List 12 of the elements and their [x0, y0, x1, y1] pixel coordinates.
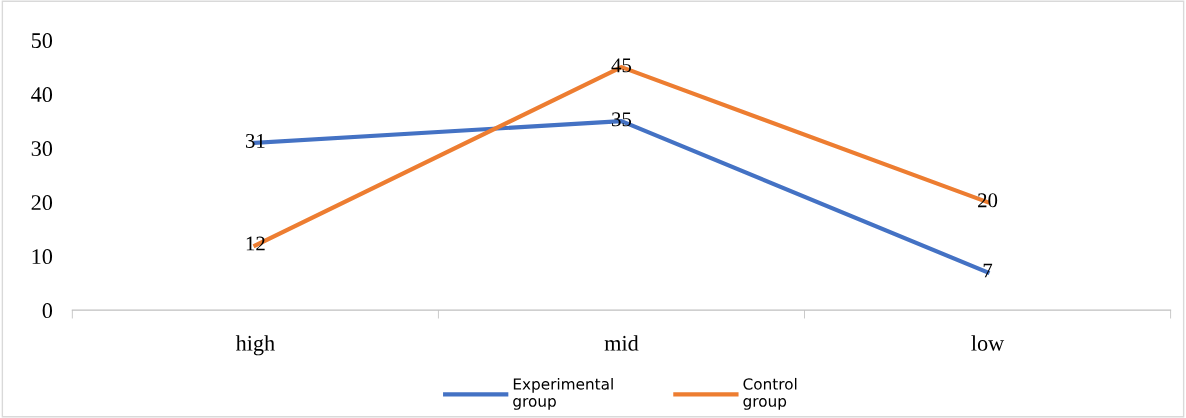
legend-label: Experimental group [513, 377, 613, 410]
y-tick-label: 0 [42, 303, 53, 319]
legend-label: Control group [743, 377, 797, 410]
y-tick-label: 50 [31, 33, 53, 49]
y-tick-label: 40 [31, 87, 53, 103]
x-tick-label: mid [604, 335, 639, 351]
y-tick-label: 30 [31, 141, 53, 157]
data-label: 35 [612, 112, 632, 127]
y-tick-label: 20 [31, 195, 53, 211]
x-tick-label: high [235, 335, 275, 356]
y-tick-label: 10 [32, 249, 53, 265]
x-tick-label: low [971, 335, 1005, 351]
